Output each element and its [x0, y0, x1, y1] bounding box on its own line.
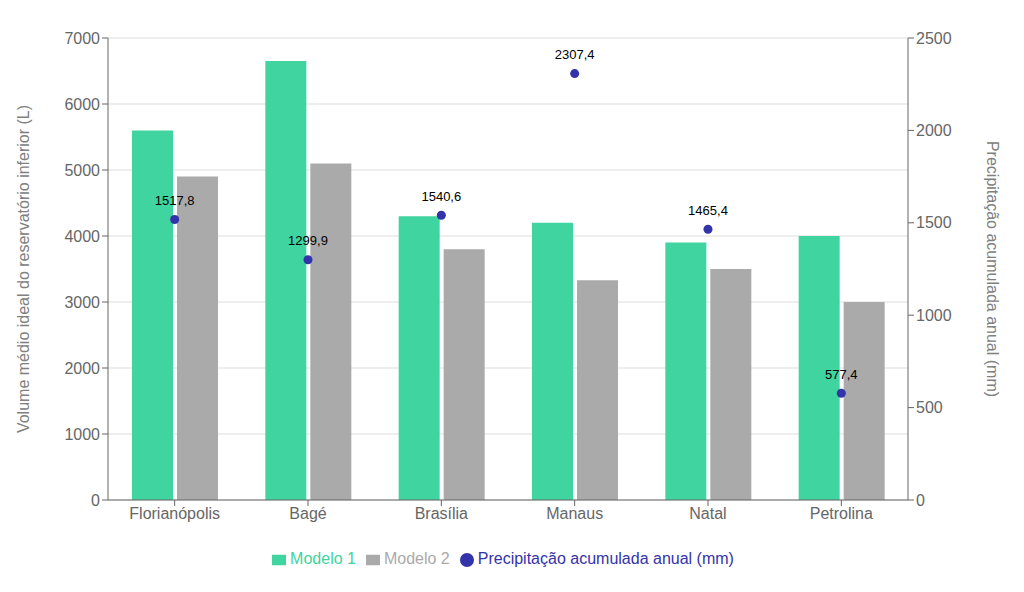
html-text:Modelo 2: Modelo 2: [383, 550, 450, 567]
svg-text:1517,8: 1517,8: [155, 193, 195, 208]
svg-text:500: 500: [916, 399, 943, 416]
svg-text:3000: 3000: [64, 294, 100, 311]
svg-text:4000: 4000: [64, 228, 100, 245]
svg-text:1000: 1000: [64, 426, 100, 443]
svg-text:1299,9: 1299,9: [288, 233, 328, 248]
svg-text:1000: 1000: [916, 307, 952, 324]
svg-text:1500: 1500: [916, 214, 952, 231]
svg-text:0: 0: [916, 492, 925, 509]
svg-text:Petrolina: Petrolina: [810, 505, 873, 522]
html-text:Precipitação acumulada anual (: Precipitação acumulada anual (mm): [477, 550, 734, 567]
svg-text:2000: 2000: [916, 122, 952, 139]
svg-text:1465,4: 1465,4: [688, 203, 728, 218]
svg-text:Precipitação acumulada anual (: Precipitação acumulada anual (mm): [984, 141, 1001, 397]
svg-text:6000: 6000: [64, 96, 100, 113]
svg-text:0: 0: [91, 492, 100, 509]
html-text:Modelo 1: Modelo 1: [290, 550, 356, 567]
svg-text:577,4: 577,4: [825, 367, 858, 382]
svg-text:2000: 2000: [64, 360, 100, 377]
svg-text:Florianópolis: Florianópolis: [129, 505, 220, 522]
svg-text:Brasília: Brasília: [415, 505, 468, 522]
svg-text:Manaus: Manaus: [546, 505, 603, 522]
svg-text:2500: 2500: [916, 30, 952, 47]
svg-text:5000: 5000: [64, 162, 100, 179]
svg-text:Volume médio ideal do reservat: Volume médio ideal do reservatório infer…: [15, 105, 32, 433]
svg-text:2307,4: 2307,4: [555, 47, 595, 62]
svg-text:Natal: Natal: [689, 505, 726, 522]
svg-text:7000: 7000: [64, 30, 100, 47]
svg-text:Bagé: Bagé: [289, 505, 326, 522]
svg-text:1540,6: 1540,6: [421, 189, 461, 204]
